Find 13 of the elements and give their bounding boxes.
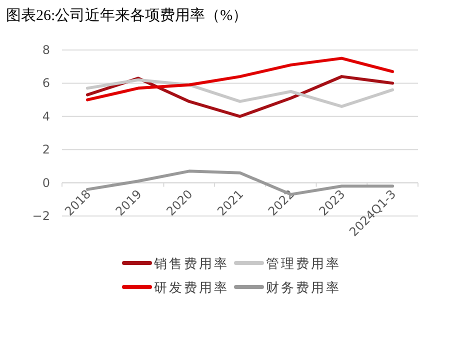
y-tick-label: 0 xyxy=(42,176,50,190)
line-series xyxy=(86,56,394,102)
legend-label: 研发费用率 xyxy=(154,280,229,295)
legend-label: 销售费用率 xyxy=(153,256,229,271)
y-tick-label: 8 xyxy=(42,43,50,57)
y-tick-label: 2 xyxy=(42,142,50,157)
legend-label: 管理费用率 xyxy=(266,256,341,271)
y-tick-label: 4 xyxy=(42,109,50,124)
y-tick-label: 6 xyxy=(42,76,50,90)
y-tick-label: −2 xyxy=(32,209,50,223)
legend-label: 财务费用率 xyxy=(266,280,341,295)
chart-title: 图表26:公司近年来各项费用率（%） xyxy=(6,7,248,24)
line-series xyxy=(86,78,394,108)
